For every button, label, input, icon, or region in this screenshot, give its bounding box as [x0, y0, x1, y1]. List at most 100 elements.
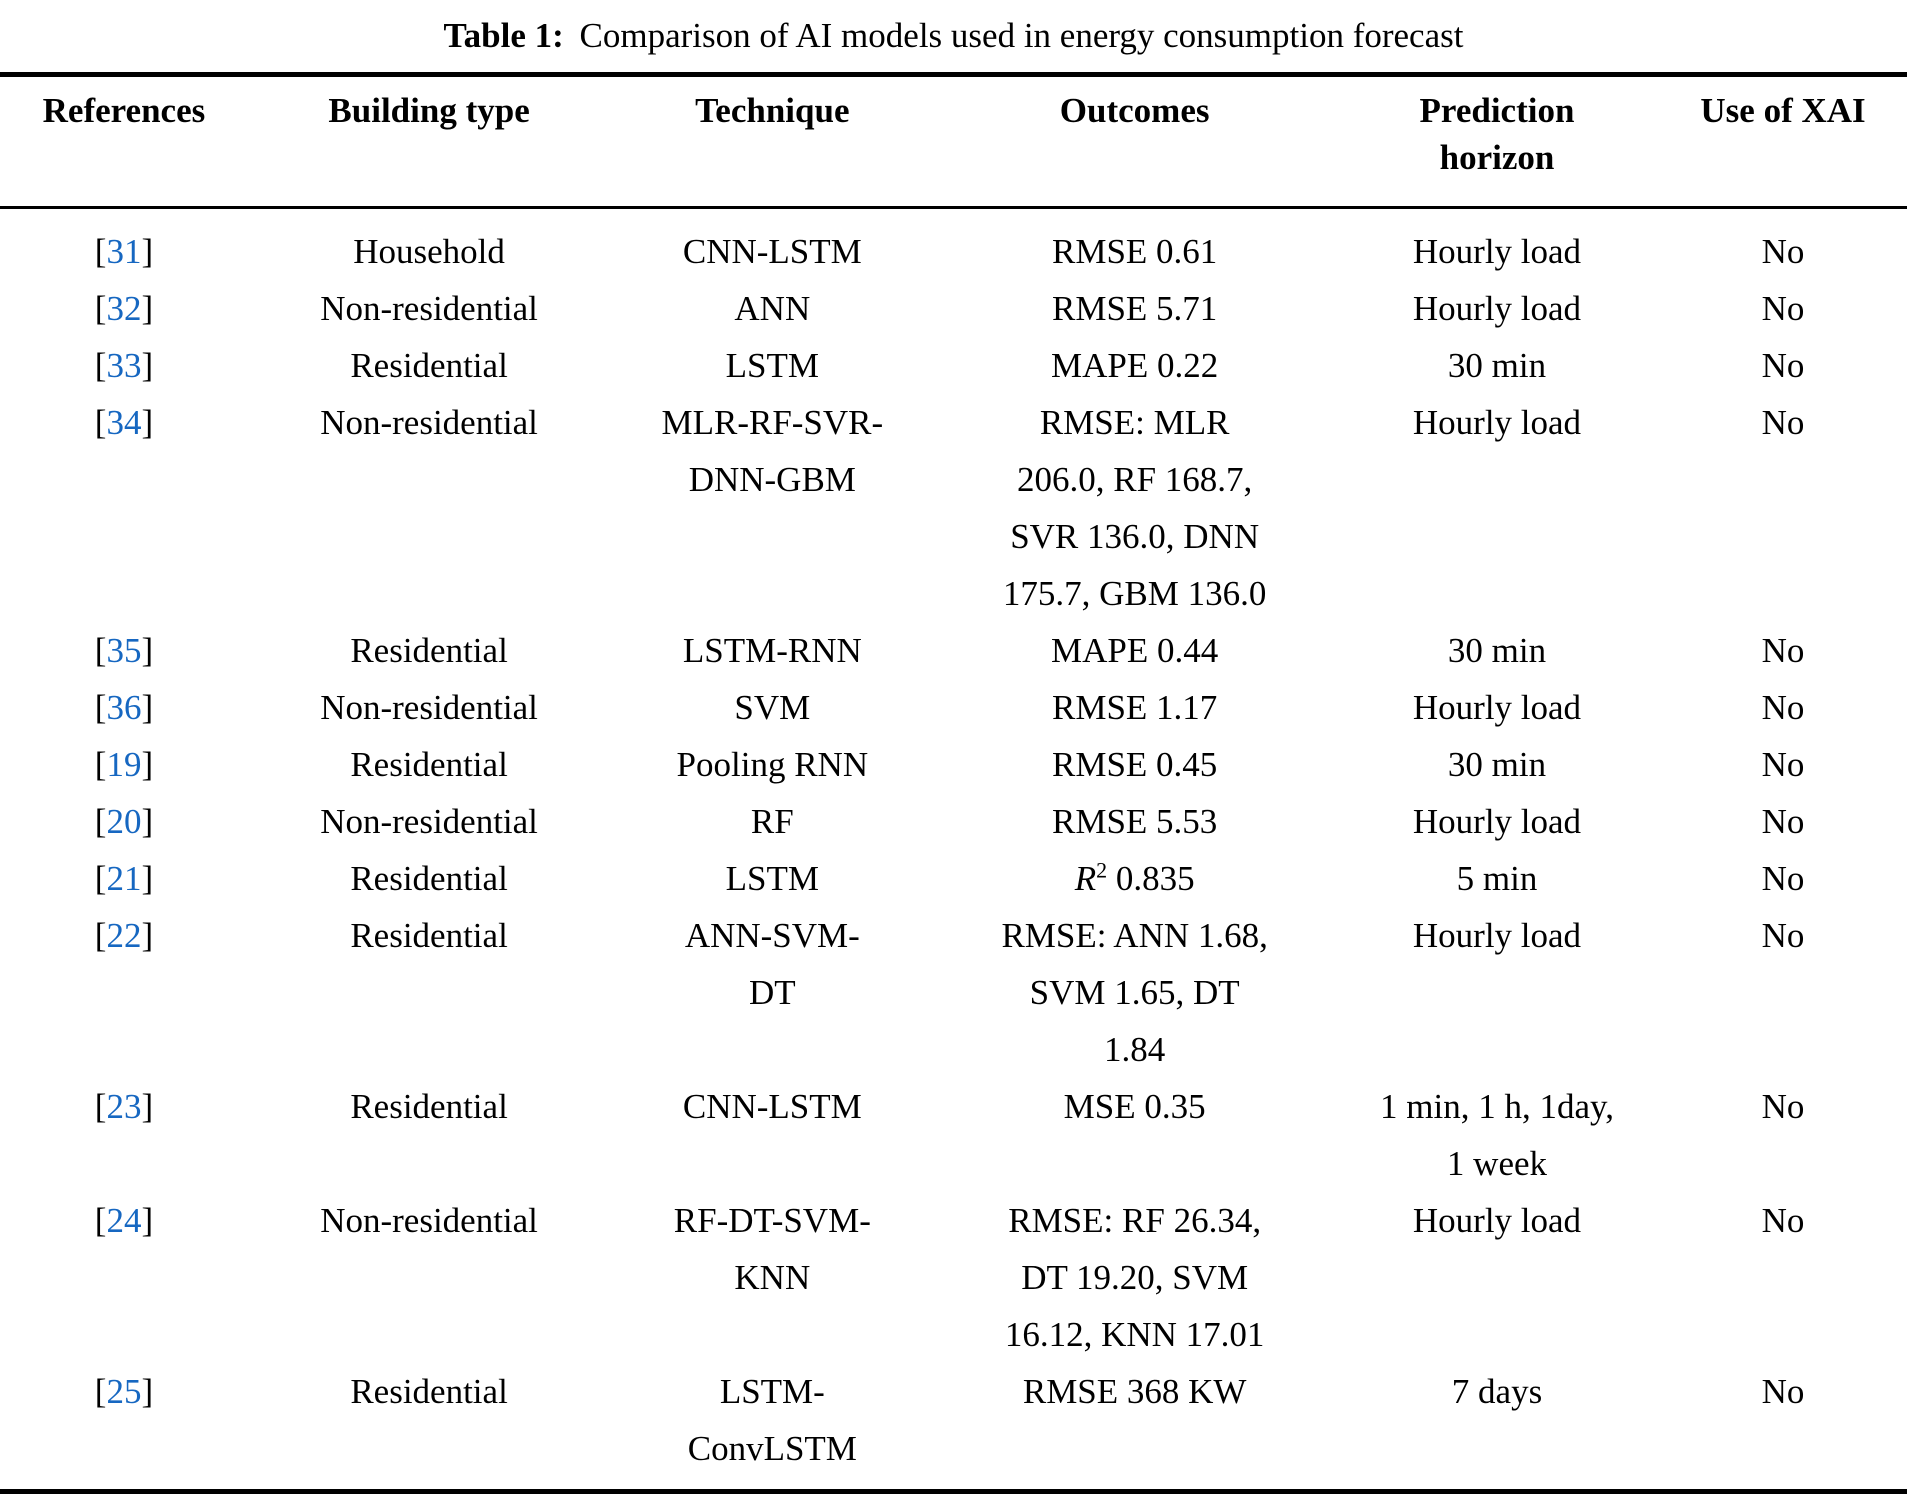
prediction-horizon-cell: 30 min [1447, 745, 1547, 784]
ref-bracket: ] [141, 346, 154, 385]
r-squared-exponent: 2 [1096, 857, 1108, 883]
reference-link[interactable]: 36 [106, 688, 142, 727]
technique-cell: LSTM-RNN [682, 631, 862, 670]
reference-link[interactable]: 22 [106, 916, 142, 955]
ref-bracket: [ [94, 232, 107, 271]
table-row: [33] Residential LSTM MAPE 0.22 30 min N… [0, 337, 1907, 394]
ref-bracket: [ [94, 1087, 107, 1126]
xai-cell: No [1761, 631, 1805, 670]
technique-cell: LSTM [725, 859, 819, 898]
column-header-references: References [0, 74, 248, 209]
reference-link[interactable]: 33 [106, 346, 142, 385]
building-type-cell: Residential [350, 1372, 508, 1411]
xai-cell: No [1761, 403, 1805, 442]
outcomes-cell: RMSE 5.53 [1052, 802, 1218, 841]
outcomes-cell: MSE 0.35 [1063, 1087, 1206, 1126]
prediction-horizon-cell: 30 min [1447, 346, 1547, 385]
column-header-technique: Technique [610, 74, 935, 209]
technique-cell: CNN-LSTM [682, 232, 862, 271]
prediction-horizon-cell: Hourly load [1412, 1201, 1582, 1240]
outcomes-cell: RMSE 0.61 [1052, 232, 1218, 271]
references-cell: [22] [0, 907, 248, 1078]
outcomes-cell: MAPE 0.44 [1051, 631, 1219, 670]
ref-bracket: [ [94, 403, 107, 442]
ref-bracket: [ [94, 631, 107, 670]
outcomes-cell: RMSE: MLR 206.0, RF 168.7, SVR 136.0, DN… [1002, 403, 1267, 613]
prediction-horizon-cell: Hourly load [1412, 802, 1582, 841]
reference-link[interactable]: 32 [106, 289, 142, 328]
ref-bracket: ] [141, 232, 154, 271]
table-body: [31] Household CNN-LSTM RMSE 0.61 Hourly… [0, 208, 1907, 1492]
ref-bracket: ] [141, 745, 154, 784]
table-row: [34] Non-residential MLR-RF-SVR- DNN-GBM… [0, 394, 1907, 622]
references-cell: [21] [0, 850, 248, 907]
ref-bracket: ] [141, 1087, 154, 1126]
reference-link[interactable]: 19 [106, 745, 142, 784]
xai-cell: No [1761, 916, 1805, 955]
table-row: [19] Residential Pooling RNN RMSE 0.45 3… [0, 736, 1907, 793]
ref-bracket: ] [141, 403, 154, 442]
comparison-table: References Building type Technique Outco… [0, 72, 1907, 1494]
building-type-cell: Residential [350, 346, 508, 385]
table-header: References Building type Technique Outco… [0, 74, 1907, 209]
table-caption: Table 1: Comparison of AI models used in … [0, 0, 1907, 59]
references-cell: [23] [0, 1078, 248, 1192]
technique-cell: ANN [734, 289, 811, 328]
reference-link[interactable]: 20 [106, 802, 142, 841]
references-cell: [36] [0, 679, 248, 736]
references-cell: [32] [0, 280, 248, 337]
technique-cell: ANN-SVM- DT [684, 916, 860, 1012]
technique-cell: LSTM- ConvLSTM [687, 1372, 857, 1468]
table-caption-label: Table 1: [443, 16, 564, 55]
ref-bracket: ] [141, 688, 154, 727]
table-row: [22] Residential ANN-SVM- DT RMSE: ANN 1… [0, 907, 1907, 1078]
column-header-use-of-xai: Use of XAI [1659, 74, 1907, 209]
reference-link[interactable]: 24 [106, 1201, 142, 1240]
building-type-cell: Non-residential [320, 1201, 538, 1240]
ref-bracket: ] [141, 289, 154, 328]
building-type-cell: Residential [350, 1087, 508, 1126]
ref-bracket: ] [141, 1201, 154, 1240]
ref-bracket: [ [94, 859, 107, 898]
building-type-cell: Residential [350, 631, 508, 670]
ref-bracket: [ [94, 916, 107, 955]
reference-link[interactable]: 34 [106, 403, 142, 442]
building-type-cell: Residential [350, 916, 508, 955]
xai-cell: No [1761, 745, 1805, 784]
reference-link[interactable]: 25 [106, 1372, 142, 1411]
ref-bracket: [ [94, 1372, 107, 1411]
ref-bracket: ] [141, 802, 154, 841]
reference-link[interactable]: 21 [106, 859, 142, 898]
prediction-horizon-cell: Hourly load [1412, 916, 1582, 955]
prediction-horizon-cell: Hourly load [1412, 403, 1582, 442]
technique-cell: LSTM [725, 346, 819, 385]
table-row: [25] Residential LSTM- ConvLSTM RMSE 368… [0, 1363, 1907, 1492]
technique-cell: Pooling RNN [676, 745, 869, 784]
column-header-outcomes: Outcomes [934, 74, 1335, 209]
reference-link[interactable]: 35 [106, 631, 142, 670]
xai-cell: No [1761, 1372, 1805, 1411]
building-type-cell: Residential [350, 859, 508, 898]
table-row: [31] Household CNN-LSTM RMSE 0.61 Hourly… [0, 208, 1907, 281]
xai-cell: No [1761, 232, 1805, 271]
xai-cell: No [1761, 1087, 1805, 1126]
building-type-cell: Residential [350, 745, 508, 784]
table-row: [21] Residential LSTM R2 0.835 5 min No [0, 850, 1907, 907]
r-squared-value: 0.835 [1107, 859, 1195, 898]
xai-cell: No [1761, 346, 1805, 385]
prediction-horizon-cell: 1 min, 1 h, 1day, 1 week [1380, 1087, 1614, 1183]
ref-bracket: [ [94, 346, 107, 385]
table-row: [35] Residential LSTM-RNN MAPE 0.44 30 m… [0, 622, 1907, 679]
reference-link[interactable]: 31 [106, 232, 142, 271]
outcomes-cell: RMSE: ANN 1.68, SVM 1.65, DT 1.84 [1001, 916, 1268, 1069]
outcomes-cell: R2 0.835 [934, 850, 1334, 907]
outcomes-cell: RMSE 0.45 [1052, 745, 1218, 784]
references-cell: [35] [0, 622, 248, 679]
column-header-prediction-horizon: Prediction horizon [1334, 74, 1660, 209]
technique-cell: RF [750, 802, 794, 841]
ref-bracket: [ [94, 802, 107, 841]
reference-link[interactable]: 23 [106, 1087, 142, 1126]
outcomes-cell: RMSE 5.71 [1052, 289, 1218, 328]
ref-bracket: ] [141, 631, 154, 670]
